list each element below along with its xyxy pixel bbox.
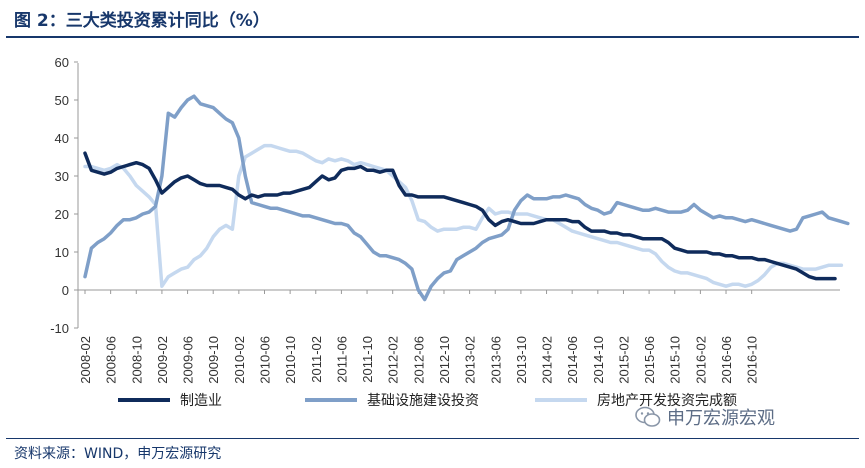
y-tick-label: 0 — [62, 283, 69, 298]
x-tick-label: 2015-06 — [642, 336, 657, 384]
x-tick-label: 2010-06 — [257, 336, 272, 384]
x-tick-label: 2010-10 — [283, 336, 298, 384]
x-tick-label: 2011-10 — [360, 336, 375, 383]
axes: 60 50 40 30 20 10 0 -10 2008-02 2008-06 2008-10 200… — [50, 55, 840, 384]
source-note: 资料来源：WIND，申万宏源研究 — [14, 446, 222, 462]
y-tick-label: -10 — [50, 321, 69, 336]
y-tick-label: 60 — [55, 55, 69, 70]
chart-title: 图 2：三大类投资累计同比（%） — [14, 11, 270, 31]
line-chart: 60 50 40 30 20 10 0 -10 2008-02 2008-06 2008-10 200… — [50, 55, 850, 409]
watermark: 申万宏源宏观 — [635, 404, 775, 430]
y-tick-label: 50 — [55, 93, 69, 108]
series-line-2 — [83, 143, 844, 288]
title-rule — [6, 36, 859, 38]
y-tick-label: 20 — [55, 207, 69, 222]
x-tick-label: 2013-10 — [514, 336, 529, 384]
x-tick-label: 2016-10 — [745, 336, 760, 384]
series-line-1 — [83, 94, 850, 302]
x-tick-label: 2009-06 — [181, 336, 196, 384]
x-tick-label: 2015-02 — [616, 336, 631, 384]
y-tick-label: 40 — [55, 131, 69, 146]
x-tick-label: 2013-02 — [463, 336, 478, 384]
wechat-icon — [635, 406, 661, 427]
x-tick-label: 2011-02 — [309, 336, 324, 383]
x-tick-label: 2012-06 — [411, 336, 426, 384]
x-tick-label: 2010-02 — [232, 336, 247, 384]
x-tick-label: 2012-02 — [386, 336, 401, 384]
x-tick-label: 2009-02 — [155, 336, 170, 384]
x-tick-label: 2011-06 — [334, 336, 349, 383]
x-tick-label: 2015-10 — [668, 336, 683, 384]
x-tick-label: 2016-06 — [719, 336, 734, 384]
x-tick-label: 2008-06 — [104, 336, 119, 384]
x-tick-label: 2014-02 — [540, 336, 555, 384]
x-tick-label: 2008-10 — [129, 336, 144, 384]
legend-label-1: 基础设施建设投资 — [367, 392, 479, 409]
y-tick-label: 10 — [55, 245, 69, 260]
footer-rule — [6, 438, 859, 439]
x-tick-label: 2014-06 — [565, 336, 580, 384]
legend: 制造业 基础设施建设投资 房地产开发投资完成额 — [118, 392, 737, 409]
x-tick-label: 2014-10 — [591, 336, 606, 384]
x-tick-label: 2012-10 — [437, 336, 452, 384]
x-tick-label: 2009-10 — [206, 336, 221, 384]
legend-label-2: 房地产开发投资完成额 — [597, 393, 737, 409]
x-tick-label: 2008-02 — [78, 336, 93, 384]
series-line-0 — [83, 151, 837, 281]
legend-label-0: 制造业 — [180, 393, 222, 409]
x-tick-label: 2013-06 — [488, 336, 503, 384]
y-tick-label: 30 — [55, 169, 69, 184]
x-tick-label: 2016-02 — [693, 336, 708, 384]
watermark-text: 申万宏源宏观 — [667, 408, 775, 429]
series-lines — [83, 94, 850, 302]
